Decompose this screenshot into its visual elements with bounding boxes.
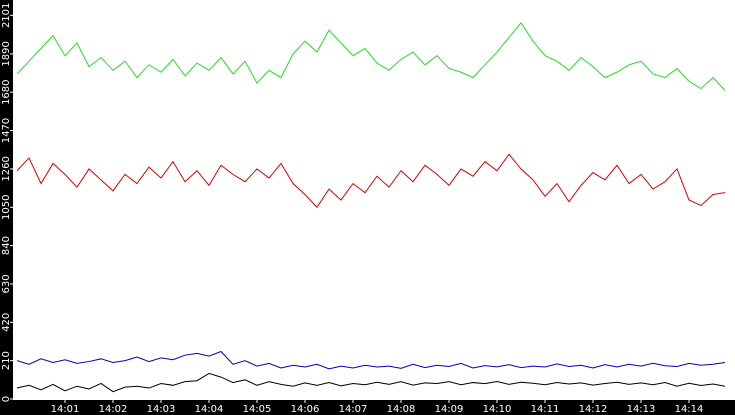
- x-tick-label: 14:06: [291, 404, 320, 415]
- y-tick-label: 210: [1, 351, 12, 370]
- x-tick-label: 14:01: [51, 404, 80, 415]
- series-line: [16, 153, 726, 209]
- y-tick-label: 0: [1, 396, 12, 402]
- x-tick-label: 14:13: [627, 404, 656, 415]
- y-tick-label: 420: [1, 313, 12, 332]
- series-line: [16, 21, 726, 91]
- series-line: [16, 350, 726, 370]
- x-tick-label: 14:14: [675, 404, 704, 415]
- x-tick-label: 14:05: [243, 404, 272, 415]
- y-tick-label: 2101: [1, 3, 12, 28]
- series-line: [16, 372, 726, 393]
- x-tick-label: 14:07: [339, 404, 368, 415]
- x-tick-label: 14:08: [387, 404, 416, 415]
- x-tick-label: 14:11: [531, 404, 560, 415]
- y-tick-label: 1890: [1, 41, 12, 66]
- y-tick-label: 1470: [1, 118, 12, 143]
- x-tick-label: 14:09: [435, 404, 464, 415]
- x-tick-label: 14:02: [99, 404, 128, 415]
- x-tick-label: 14:10: [483, 404, 512, 415]
- x-tick-label: 14:12: [579, 404, 608, 415]
- x-axis-band: [0, 400, 735, 415]
- x-tick-label: 14:03: [147, 404, 176, 415]
- y-tick-label: 1260: [1, 156, 12, 181]
- y-tick-label: 1050: [1, 195, 12, 220]
- y-tick-label: 1680: [1, 79, 12, 104]
- y-tick-label: 630: [1, 274, 12, 293]
- y-axis-band: [0, 0, 13, 415]
- x-tick-label: 14:04: [195, 404, 224, 415]
- y-tick-label: 840: [1, 236, 12, 255]
